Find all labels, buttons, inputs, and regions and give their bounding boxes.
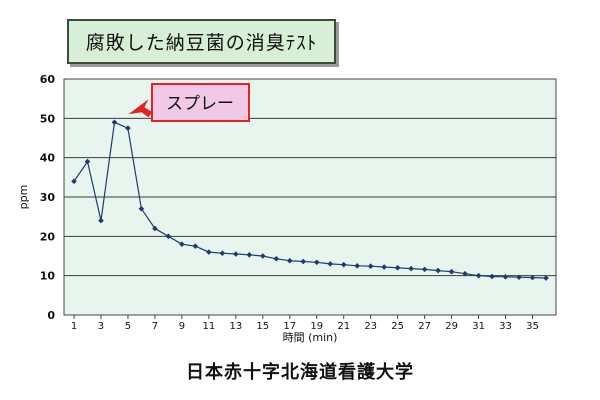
x-tick-label: 3 bbox=[98, 321, 104, 332]
data-point bbox=[408, 265, 414, 272]
y-tick-label: 0 bbox=[47, 309, 55, 322]
x-tick-label: 31 bbox=[472, 321, 485, 332]
data-points bbox=[71, 119, 549, 281]
data-point bbox=[125, 125, 131, 131]
data-point bbox=[354, 263, 360, 269]
data-point bbox=[111, 119, 118, 126]
y-tick-label: 10 bbox=[40, 270, 56, 283]
x-tick-label: 13 bbox=[229, 321, 242, 332]
chart-title: 腐敗した納豆菌の消臭ﾃｽﾄ bbox=[67, 19, 336, 64]
y-tick-label: 50 bbox=[40, 112, 56, 125]
data-point bbox=[246, 252, 253, 258]
data-point bbox=[138, 206, 145, 212]
spray-annotation: スプレー bbox=[128, 83, 250, 122]
footer-institution: 日本赤十字北海道看護大学 bbox=[186, 362, 414, 383]
y-axis-ticks: 0 10 20 30 40 50 60 bbox=[40, 73, 56, 322]
data-point bbox=[219, 250, 226, 257]
data-point bbox=[192, 243, 199, 249]
data-point bbox=[206, 249, 212, 255]
data-point bbox=[340, 261, 347, 268]
x-tick-label: 15 bbox=[256, 321, 269, 332]
data-point bbox=[98, 217, 104, 224]
annotation-box bbox=[151, 83, 250, 122]
data-point bbox=[327, 261, 334, 267]
x-axis-label: 時間 (min) bbox=[283, 331, 338, 344]
data-point bbox=[543, 275, 549, 281]
data-point bbox=[152, 225, 158, 232]
x-tick-label: 1 bbox=[71, 321, 77, 332]
data-point bbox=[84, 158, 91, 165]
data-point bbox=[489, 273, 495, 280]
x-tick-label: 7 bbox=[152, 321, 158, 332]
data-point bbox=[367, 263, 374, 270]
y-tick-label: 40 bbox=[40, 152, 56, 165]
x-tick-label: 19 bbox=[310, 321, 323, 332]
data-point bbox=[260, 253, 266, 259]
x-tick-label: 35 bbox=[526, 321, 539, 332]
gridlines bbox=[64, 117, 556, 277]
x-tick-label: 11 bbox=[202, 321, 215, 332]
x-tick-label: 21 bbox=[337, 321, 350, 332]
data-point bbox=[179, 241, 185, 247]
data-point bbox=[394, 265, 401, 271]
data-point bbox=[435, 267, 441, 274]
data-point bbox=[516, 274, 522, 281]
x-tick-label: 25 bbox=[391, 321, 404, 332]
data-point bbox=[233, 251, 239, 257]
y-tick-label: 60 bbox=[40, 73, 56, 86]
data-point bbox=[421, 266, 428, 273]
x-tick-label: 9 bbox=[179, 321, 185, 332]
x-tick-label: 5 bbox=[125, 321, 131, 332]
data-point bbox=[381, 264, 387, 270]
y-tick-label: 20 bbox=[40, 230, 56, 243]
x-tick-label: 23 bbox=[364, 321, 377, 332]
data-point bbox=[273, 255, 280, 262]
x-tick-label: 29 bbox=[445, 321, 458, 332]
x-tick-label: 27 bbox=[418, 321, 431, 332]
arrow-icon bbox=[128, 99, 153, 118]
y-axis-label: ppm bbox=[17, 185, 30, 210]
data-point bbox=[462, 270, 468, 277]
data-point bbox=[529, 274, 536, 281]
y-tick-label: 30 bbox=[40, 191, 56, 204]
data-point bbox=[165, 233, 172, 240]
data-point bbox=[502, 274, 509, 280]
data-point bbox=[475, 272, 482, 279]
x-tick-label: 33 bbox=[499, 321, 512, 332]
data-point bbox=[71, 178, 77, 185]
x-tick-label: 17 bbox=[283, 321, 296, 332]
annotation-label: スプレー bbox=[166, 94, 234, 114]
x-axis-ticks: 1 3 5 7 9 11 13 15 17 19 21 23 25 27 29 31 33 35 bbox=[71, 315, 539, 332]
data-point bbox=[313, 259, 320, 266]
data-point bbox=[448, 268, 455, 275]
data-point bbox=[286, 257, 293, 264]
data-point bbox=[300, 258, 307, 265]
